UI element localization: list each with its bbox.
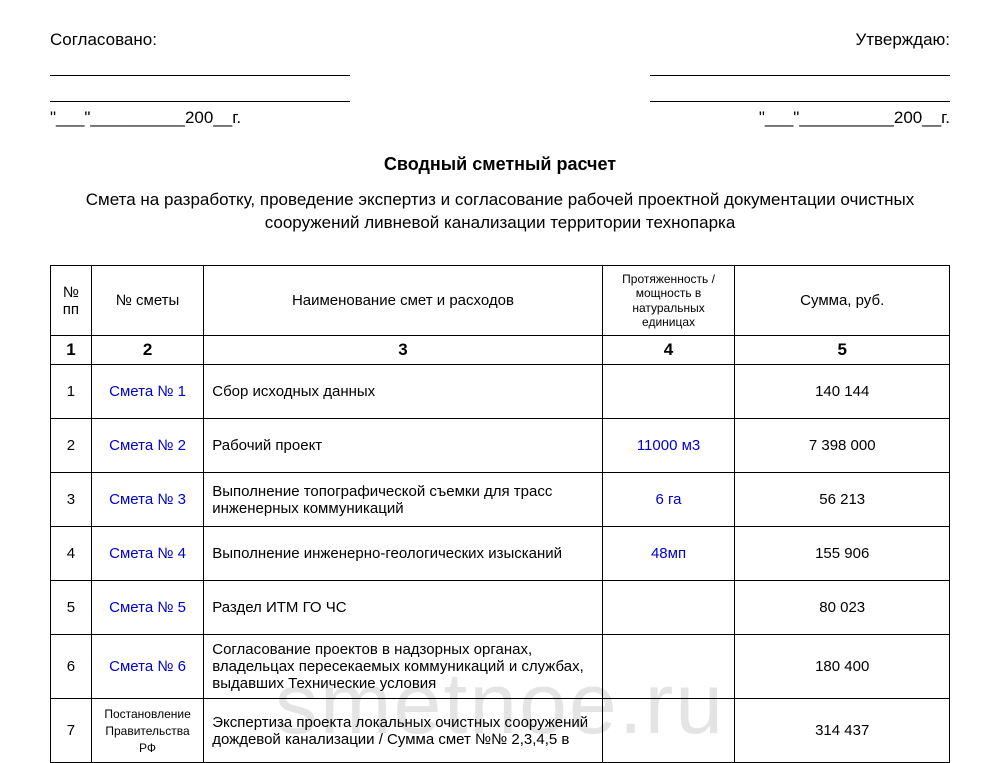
cell-sum: 140 144 [735, 365, 950, 419]
table-row: 2 Смета № 2 Рабочий проект 11000 м3 7 398 00… [51, 419, 950, 473]
approval-right-date: "___"__________200__г. [650, 108, 950, 128]
cell-qty [602, 635, 735, 699]
table-row: 3 Смета № 3 Выполнение топографической съе… [51, 473, 950, 527]
cell-pp: 5 [51, 581, 92, 635]
table-row: 1 Смета № 1 Сбор исходных данных 140 144 [51, 365, 950, 419]
cell-desc: Выполнение топографической съемки для тр… [204, 473, 602, 527]
th-desc: Наименование смет и расходов [204, 265, 602, 336]
cell-qty: 11000 м3 [602, 419, 735, 473]
cell-est[interactable]: Смета № 3 [91, 473, 203, 527]
colnum: 1 [51, 336, 92, 365]
cell-qty [602, 699, 735, 763]
cell-sum: 314 437 [735, 699, 950, 763]
colnum: 2 [91, 336, 203, 365]
qty-value: 11000 м3 [637, 437, 700, 454]
qty-value: 48мп [651, 545, 686, 562]
document-title: Сводный сметный расчет [50, 154, 950, 175]
colnum: 3 [204, 336, 602, 365]
colnum: 4 [602, 336, 735, 365]
signature-line [650, 82, 950, 102]
estimate-link[interactable]: Смета № 3 [109, 491, 186, 508]
table-row: 4 Смета № 4 Выполнение инженерно-геологиче… [51, 527, 950, 581]
approval-left-label: Согласовано: [50, 30, 350, 50]
table-row: 5 Смета № 5 Раздел ИТМ ГО ЧС 80 023 [51, 581, 950, 635]
cell-sum: 180 400 [735, 635, 950, 699]
cell-est[interactable]: Смета № 2 [91, 419, 203, 473]
estimate-link[interactable]: Смета № 1 [109, 383, 186, 400]
cell-desc: Согласование проектов в надзорных органа… [204, 635, 602, 699]
signature-line [50, 56, 350, 76]
cell-desc: Сбор исходных данных [204, 365, 602, 419]
table-number-row: 1 2 3 4 5 [51, 336, 950, 365]
document-subtitle: Смета на разработку, проведение эксперти… [50, 189, 950, 235]
estimate-link[interactable]: Смета № 6 [109, 658, 186, 675]
cell-desc: Экспертиза проекта локальных очистных со… [204, 699, 602, 763]
approval-right-label: Утверждаю: [650, 30, 950, 50]
cell-qty: 6 га [602, 473, 735, 527]
cell-est: Постановление Правительства РФ [91, 699, 203, 763]
approval-right: Утверждаю: "___"__________200__г. [650, 30, 950, 128]
cell-pp: 4 [51, 527, 92, 581]
estimate-link[interactable]: Смета № 4 [109, 545, 186, 562]
colnum: 5 [735, 336, 950, 365]
cell-pp: 6 [51, 635, 92, 699]
cell-sum: 155 906 [735, 527, 950, 581]
approval-left-date: "___"__________200__г. [50, 108, 350, 128]
th-est: № сметы [91, 265, 203, 336]
table-row: 6 Смета № 6 Согласование проектов в надзор… [51, 635, 950, 699]
table-row: 7Постановление Правительства РФЭкспертиз… [51, 699, 950, 763]
cell-qty [602, 581, 735, 635]
cell-pp: 2 [51, 419, 92, 473]
estimate-link[interactable]: Смета № 2 [109, 437, 186, 454]
cell-desc: Выполнение инженерно-геологических изыск… [204, 527, 602, 581]
cell-pp: 1 [51, 365, 92, 419]
estimate-table: № пп № сметы Наименование смет и расходо… [50, 265, 950, 763]
th-qty: Протяженность / мощность в натуральных е… [602, 265, 735, 336]
table-body: 1 Смета № 1 Сбор исходных данных 140 144 2 См… [51, 365, 950, 763]
signature-line [650, 56, 950, 76]
document-page: Согласовано: "___"__________200__г. Утве… [0, 0, 1000, 763]
cell-pp: 7 [51, 699, 92, 763]
signature-line [50, 82, 350, 102]
cell-pp: 3 [51, 473, 92, 527]
cell-sum: 7 398 000 [735, 419, 950, 473]
qty-value: 6 га [656, 491, 682, 508]
table-header-row: № пп № сметы Наименование смет и расходо… [51, 265, 950, 336]
approval-left: Согласовано: "___"__________200__г. [50, 30, 350, 128]
cell-sum: 80 023 [735, 581, 950, 635]
cell-desc: Раздел ИТМ ГО ЧС [204, 581, 602, 635]
estimate-link[interactable]: Смета № 5 [109, 599, 186, 616]
cell-sum: 56 213 [735, 473, 950, 527]
cell-est[interactable]: Смета № 6 [91, 635, 203, 699]
cell-desc: Рабочий проект [204, 419, 602, 473]
th-sum: Сумма, руб. [735, 265, 950, 336]
cell-qty: 48мп [602, 527, 735, 581]
th-pp: № пп [51, 265, 92, 336]
approval-row: Согласовано: "___"__________200__г. Утве… [50, 30, 950, 128]
cell-est[interactable]: Смета № 5 [91, 581, 203, 635]
cell-qty [602, 365, 735, 419]
cell-est[interactable]: Смета № 4 [91, 527, 203, 581]
cell-est[interactable]: Смета № 1 [91, 365, 203, 419]
